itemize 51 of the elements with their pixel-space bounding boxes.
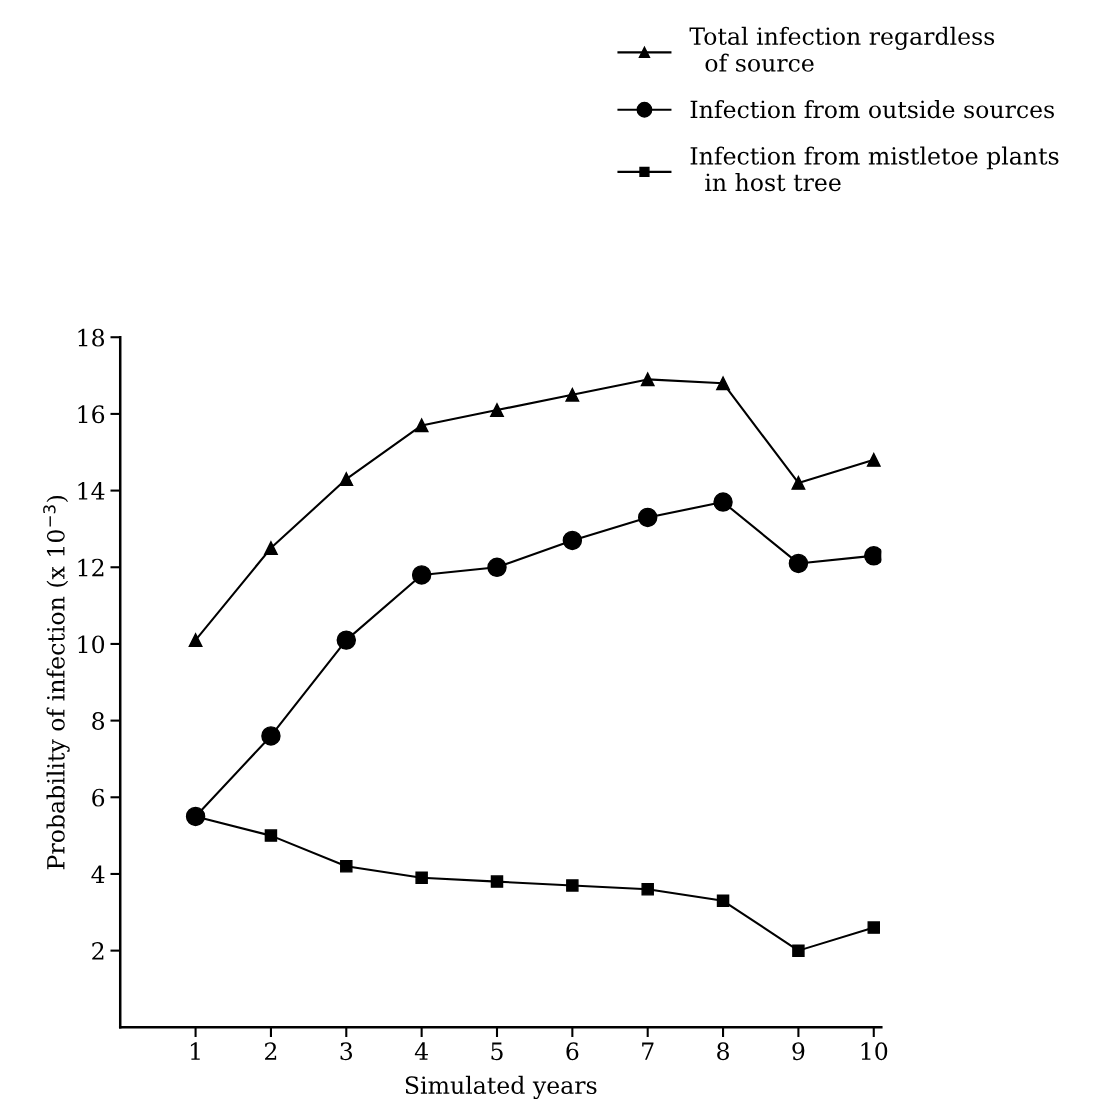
point	[415, 871, 428, 885]
point	[340, 860, 353, 873]
y-tick-label: 2	[92, 942, 104, 960]
x-tick-label: 7	[642, 1042, 654, 1060]
point	[716, 894, 730, 908]
y-tick-label: 4	[91, 865, 105, 883]
x-tick-label: 3	[340, 1042, 353, 1061]
point	[637, 507, 658, 528]
point	[263, 541, 278, 556]
legend-label: Infection from mistletoe plants in host tree	[690, 146, 1059, 192]
point	[788, 553, 809, 574]
y-tick-label: 8	[92, 712, 105, 730]
point	[713, 492, 733, 512]
point	[716, 376, 730, 391]
point	[490, 875, 504, 888]
y-tick-label: 6	[92, 788, 105, 807]
x-tick-label: 2	[265, 1042, 277, 1060]
point	[791, 475, 806, 490]
x-tick-label: 1	[190, 1042, 200, 1060]
point	[487, 557, 507, 577]
point	[562, 530, 583, 551]
point	[411, 565, 432, 585]
point	[339, 472, 354, 487]
y-tick-label: 10	[78, 635, 105, 654]
y-tick-label: 14	[78, 482, 105, 500]
legend-label: Infection from outside sources	[690, 100, 1054, 119]
point	[792, 944, 805, 957]
x-tick-label: 4	[414, 1042, 428, 1060]
y-axis-title: Probability of infection (x 10$^{−3}$)	[43, 495, 70, 870]
point	[414, 418, 429, 433]
point	[565, 387, 580, 402]
point	[264, 829, 278, 842]
point	[490, 403, 504, 418]
x-tick-label: 9	[792, 1042, 805, 1061]
x-tick-label: 8	[717, 1042, 729, 1061]
point	[188, 633, 203, 648]
y-tick-label: 18	[78, 328, 105, 347]
point	[867, 921, 881, 934]
y-tick-label: 12	[78, 558, 104, 577]
y-tick-label: 16	[78, 405, 105, 424]
x-tick-label: 10	[861, 1042, 888, 1061]
point	[641, 883, 654, 896]
point	[566, 879, 579, 892]
x-axis-title: Simulated years	[405, 1075, 597, 1100]
x-tick-label: 6	[566, 1042, 579, 1061]
x-tick-label: 5	[491, 1042, 503, 1061]
point	[336, 630, 357, 650]
point	[866, 452, 881, 467]
legend-label: Total infection regardless of source	[689, 26, 995, 72]
point	[261, 726, 281, 746]
point	[640, 372, 655, 387]
